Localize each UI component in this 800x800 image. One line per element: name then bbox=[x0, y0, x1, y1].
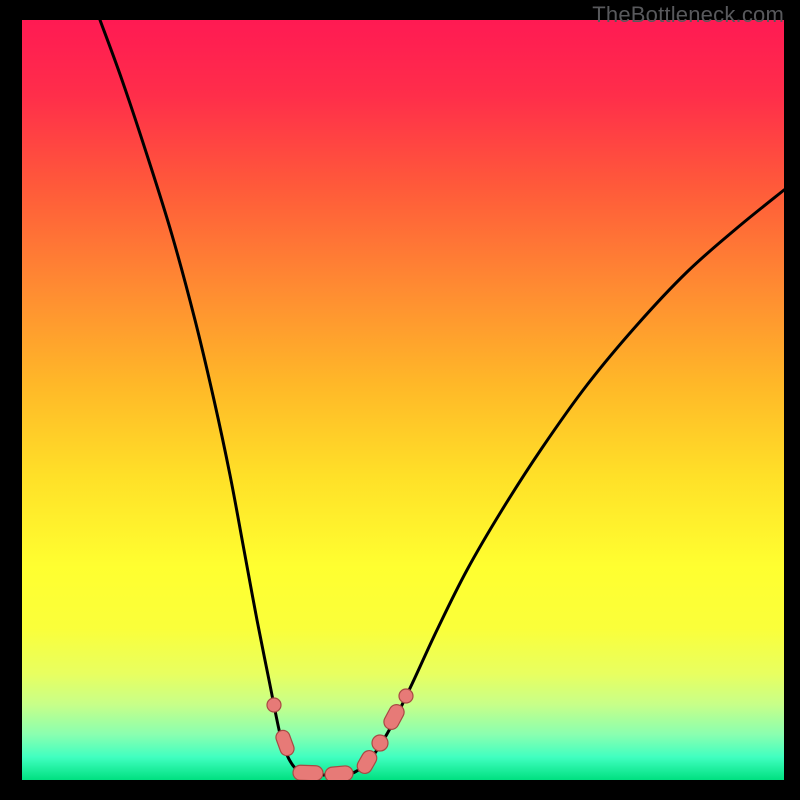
right-curve bbox=[345, 190, 784, 775]
data-marker bbox=[274, 728, 296, 757]
data-marker bbox=[324, 765, 353, 780]
data-marker bbox=[267, 698, 281, 712]
watermark-text: TheBottleneck.com bbox=[592, 2, 784, 28]
curves-layer bbox=[22, 20, 784, 780]
data-marker bbox=[372, 735, 388, 751]
data-marker bbox=[293, 765, 324, 780]
left-curve bbox=[100, 20, 315, 775]
chart-frame: TheBottleneck.com bbox=[0, 0, 800, 800]
plot-area bbox=[22, 20, 784, 780]
data-marker bbox=[399, 689, 413, 703]
